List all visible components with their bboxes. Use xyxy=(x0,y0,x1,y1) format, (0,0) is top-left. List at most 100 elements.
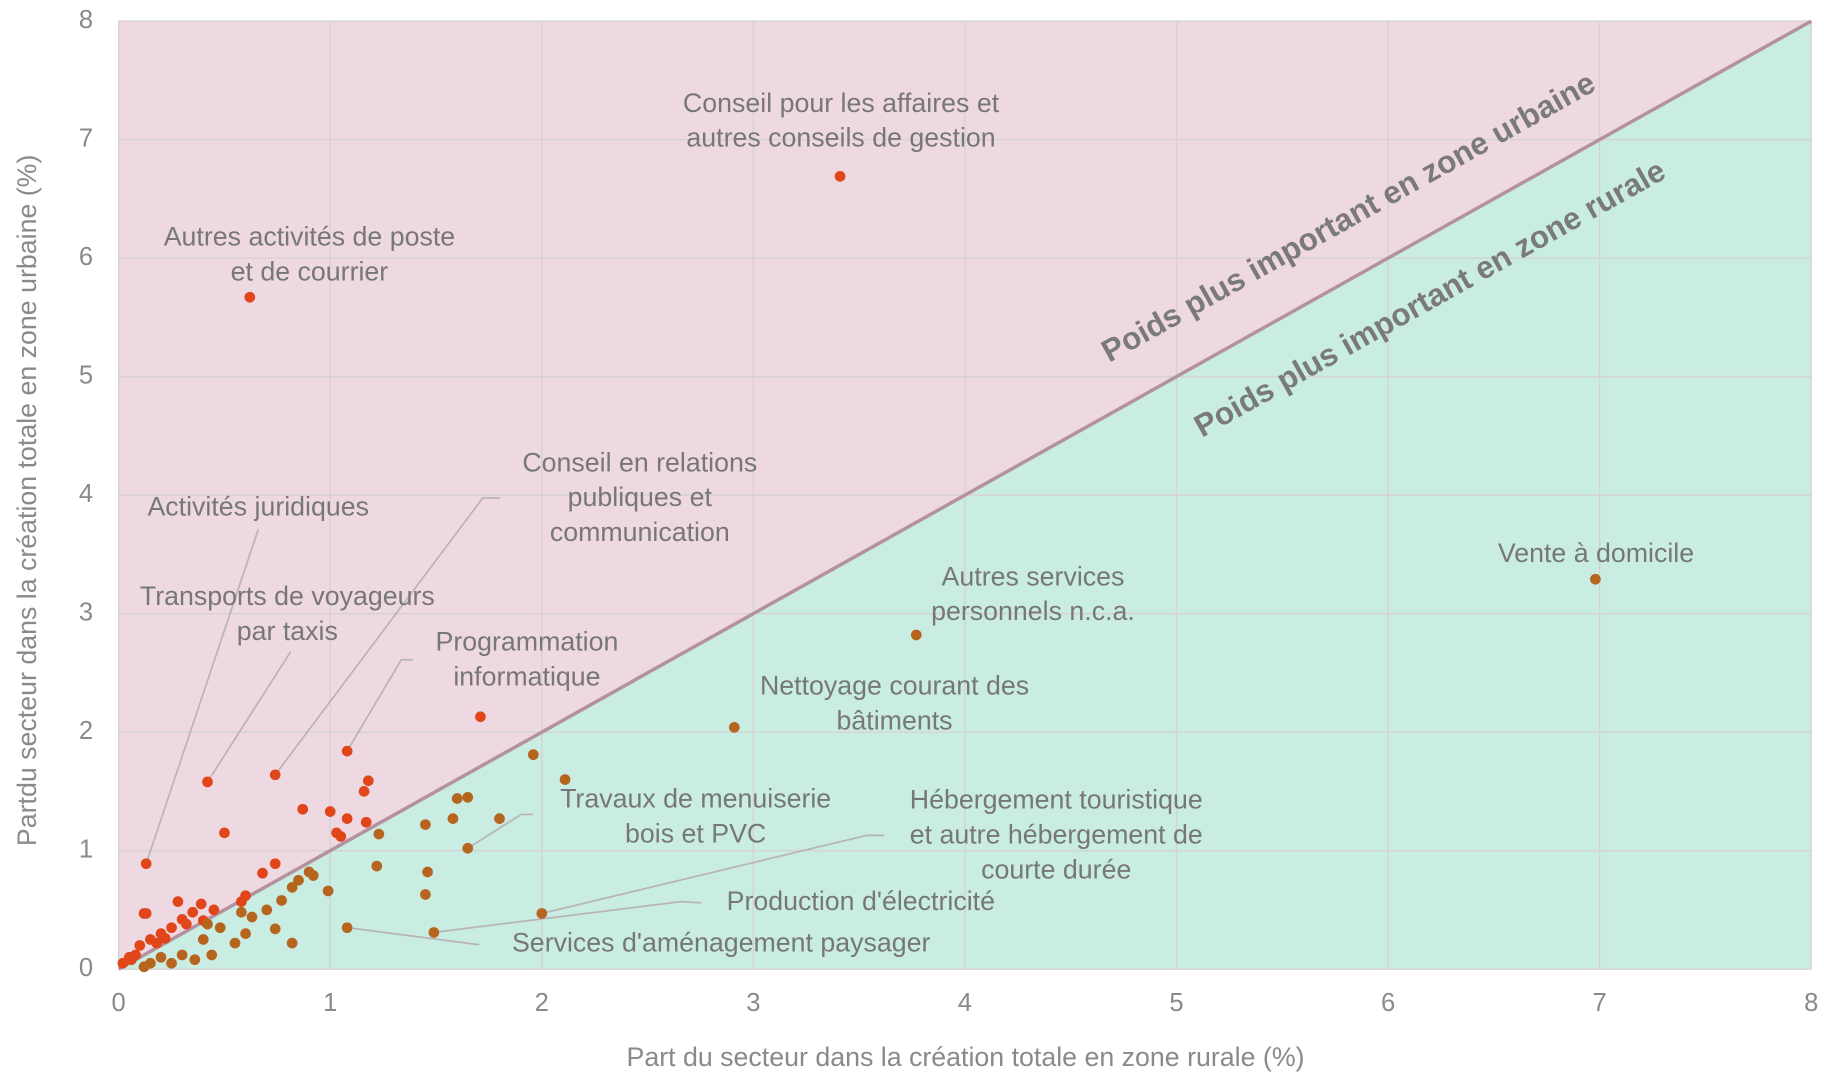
point xyxy=(462,791,474,803)
x-tick-label: 1 xyxy=(323,989,337,1017)
annotation-line: Autres services xyxy=(942,561,1125,591)
y-tick-label: 0 xyxy=(79,954,93,982)
leader-line xyxy=(274,497,501,776)
point xyxy=(181,918,192,930)
point xyxy=(451,793,463,804)
x-tick-label: 6 xyxy=(1381,989,1395,1017)
leader-line xyxy=(433,900,702,934)
point xyxy=(138,961,150,973)
point xyxy=(276,895,287,906)
leader-line xyxy=(541,834,885,915)
point xyxy=(373,828,385,840)
point xyxy=(176,949,188,961)
point xyxy=(420,889,431,900)
annotation: Programmation informatique xyxy=(436,627,619,692)
y-tick-label: 8 xyxy=(79,6,93,34)
annotation-line: bâtiments xyxy=(837,706,953,736)
point xyxy=(240,890,251,902)
x-tick-label: 8 xyxy=(1804,989,1818,1017)
point xyxy=(140,858,152,870)
point xyxy=(155,951,167,963)
diagonal xyxy=(117,19,1813,971)
point xyxy=(286,937,298,949)
y-axis-title: Partdu secteur dans la création totale e… xyxy=(12,155,42,846)
y-tick-label: 2 xyxy=(79,717,93,745)
x-tick-label: 3 xyxy=(746,989,760,1017)
point xyxy=(428,927,440,938)
x-tick-label: 5 xyxy=(1169,989,1183,1017)
point xyxy=(261,904,273,916)
annotation-line: Conseil pour les affaires et xyxy=(683,88,1000,118)
point xyxy=(269,769,281,781)
point xyxy=(527,749,539,761)
point xyxy=(910,629,922,641)
annotation-line: Transports de voyageurs xyxy=(140,581,435,611)
annotation: Production d'électricité xyxy=(727,886,995,916)
annotation-line: Programmation xyxy=(436,627,619,657)
point xyxy=(214,922,226,934)
point xyxy=(307,870,319,881)
point xyxy=(293,874,304,886)
y-tick-label: 3 xyxy=(79,598,93,626)
annotation-line: courte durée xyxy=(981,855,1131,885)
point xyxy=(559,774,571,785)
leader-line xyxy=(145,529,260,864)
x-tick-label: 0 xyxy=(112,989,126,1017)
annotation-line: Conseil en relations xyxy=(522,447,757,477)
point xyxy=(286,882,298,893)
y-tick-label: 6 xyxy=(79,243,93,271)
point xyxy=(166,922,177,934)
annotation-line: et autre hébergement de xyxy=(910,820,1203,850)
point xyxy=(341,813,353,824)
point xyxy=(229,937,241,949)
annotation: Autres activités de poste et de courrier xyxy=(164,222,455,287)
point xyxy=(187,906,199,918)
point xyxy=(322,885,334,897)
annotation-line: et de courrier xyxy=(231,257,389,287)
point xyxy=(208,904,220,916)
point xyxy=(244,291,256,303)
leader-line xyxy=(347,926,480,946)
annotation-line: Nettoyage courant des xyxy=(760,671,1029,701)
annotation: Transports de voyageurs par taxis xyxy=(140,581,435,646)
leader-line xyxy=(346,658,413,752)
point xyxy=(1590,573,1601,585)
annotation-line: autres conseils de gestion xyxy=(686,123,995,153)
annotation-line: personnels n.c.a. xyxy=(931,596,1135,626)
point xyxy=(166,957,177,969)
point xyxy=(140,908,152,919)
annotation: Conseil pour les affaires et autres conse… xyxy=(683,88,1000,153)
point xyxy=(422,866,433,878)
point xyxy=(246,911,258,923)
annotation: Activités juridiques xyxy=(147,492,369,522)
point xyxy=(219,827,230,839)
annotation-line: Vente à domicile xyxy=(1498,538,1694,568)
y-tick-label: 7 xyxy=(79,124,93,152)
point xyxy=(728,722,740,733)
y-tick-label: 5 xyxy=(79,361,93,389)
annotation-line: Activités juridiques xyxy=(147,492,369,522)
point xyxy=(420,819,431,830)
annotation-line: communication xyxy=(550,517,730,547)
point xyxy=(331,827,342,839)
point xyxy=(189,954,201,966)
annotation-line: Services d'aménagement paysager xyxy=(512,928,931,958)
point xyxy=(371,860,383,872)
annotation-line: Travaux de menuiserie xyxy=(560,784,831,814)
point xyxy=(125,954,137,966)
point xyxy=(536,908,548,919)
x-tick-label: 2 xyxy=(535,989,549,1017)
point xyxy=(257,867,268,879)
point xyxy=(360,816,372,828)
x-axis-title: Part du secteur dans la création totale … xyxy=(626,1042,1304,1072)
point xyxy=(197,934,209,945)
point xyxy=(362,775,374,787)
annotation: Autres services personnels n.c.a. xyxy=(931,561,1135,626)
annotation-line: publiques et xyxy=(568,482,713,512)
annotation: Hébergement touristique et autre hébergem… xyxy=(910,785,1203,885)
x-tick-label: 4 xyxy=(958,989,972,1017)
point xyxy=(202,776,213,788)
point xyxy=(341,745,353,757)
annotation-line: Production d'électricité xyxy=(727,886,995,916)
